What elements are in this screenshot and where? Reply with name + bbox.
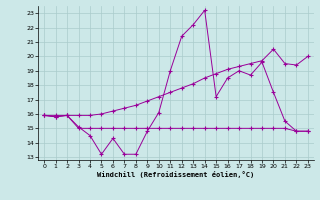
X-axis label: Windchill (Refroidissement éolien,°C): Windchill (Refroidissement éolien,°C)	[97, 171, 255, 178]
